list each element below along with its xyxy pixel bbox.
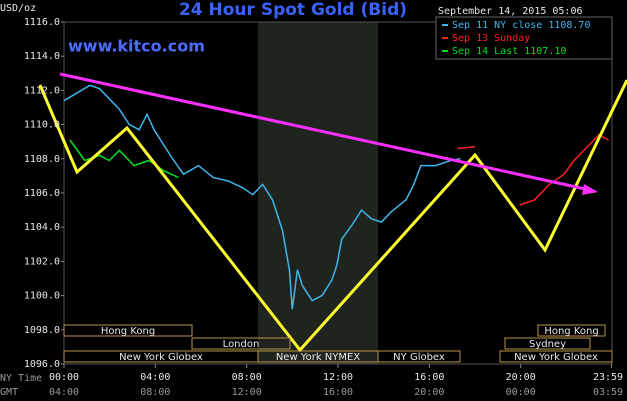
x2-axis-label: GMT (0, 387, 18, 398)
x-axis-label: NY Time (0, 373, 42, 384)
x2-tick-label: 00:00 (506, 387, 536, 398)
session-box (499, 350, 613, 363)
x-tick-label: 00:00 (49, 372, 79, 383)
session-label: Sydney (529, 339, 566, 350)
trend-line (59, 72, 591, 192)
session-box (63, 324, 193, 337)
y-tick-label: 1098.0 (24, 325, 60, 336)
x-tick-label: 08:00 (232, 372, 262, 383)
session-label: New York Globex (119, 352, 203, 363)
nymex-shade (258, 22, 378, 364)
x-tick-label: 04:00 (140, 372, 170, 383)
session-label: NY Globex (393, 352, 445, 363)
session-label: New York NYMEX (276, 352, 361, 363)
series-line (457, 133, 609, 206)
y-tick-label: 1114.0 (24, 51, 60, 62)
y-tick-label: 1108.0 (24, 154, 60, 165)
session-label: New York Globex (514, 352, 598, 363)
y-tick-label: 1112.0 (24, 85, 60, 96)
legend-label: Sep 13 Sunday (452, 33, 530, 44)
y-tick-label: 1110.0 (24, 120, 60, 131)
x2-tick-label: 12:00 (232, 387, 262, 398)
session-label: Hong Kong (544, 326, 598, 337)
y-tick-label: 1102.0 (24, 256, 60, 267)
legend-box (435, 16, 613, 60)
x-tick-label: 23:59 (593, 372, 623, 383)
legend-label: Sep 14 Last 1107.10 (452, 46, 566, 57)
x2-tick-label: 16:00 (323, 387, 353, 398)
x-tick-label: 20:00 (506, 372, 536, 383)
session-box (191, 337, 291, 350)
timestamp: September 14, 2015 05:06 (438, 6, 583, 17)
x-tick-label: 12:00 (323, 372, 353, 383)
session-box (537, 324, 606, 337)
trend-arrow (582, 184, 598, 195)
x2-tick-label: 20:00 (414, 387, 444, 398)
y-axis-label: USD/oz (0, 3, 36, 14)
x-tick-label: 16:00 (414, 372, 444, 383)
y-tick-label: 1100.0 (24, 291, 60, 302)
annotation-zigzag (38, 79, 627, 353)
y-tick-label: 1116.0 (24, 17, 60, 28)
y-tick-label: 1096.0 (24, 359, 60, 370)
y-tick-label: 1106.0 (24, 188, 60, 199)
watermark: www.kitco.com (68, 37, 205, 56)
legend-label: Sep 11 NY close 1108.70 (452, 20, 590, 31)
y-tick-label: 1104.0 (24, 222, 60, 233)
session-box (504, 337, 591, 350)
session-label: Hong Kong (101, 326, 155, 337)
x2-tick-label: 04:00 (49, 387, 79, 398)
x2-tick-label: 03:59 (593, 387, 623, 398)
session-box (377, 350, 461, 363)
series-line (63, 84, 461, 310)
x2-tick-label: 08:00 (140, 387, 170, 398)
session-label: London (223, 339, 260, 350)
chart-title: 24 Hour Spot Gold (Bid) (179, 0, 407, 20)
